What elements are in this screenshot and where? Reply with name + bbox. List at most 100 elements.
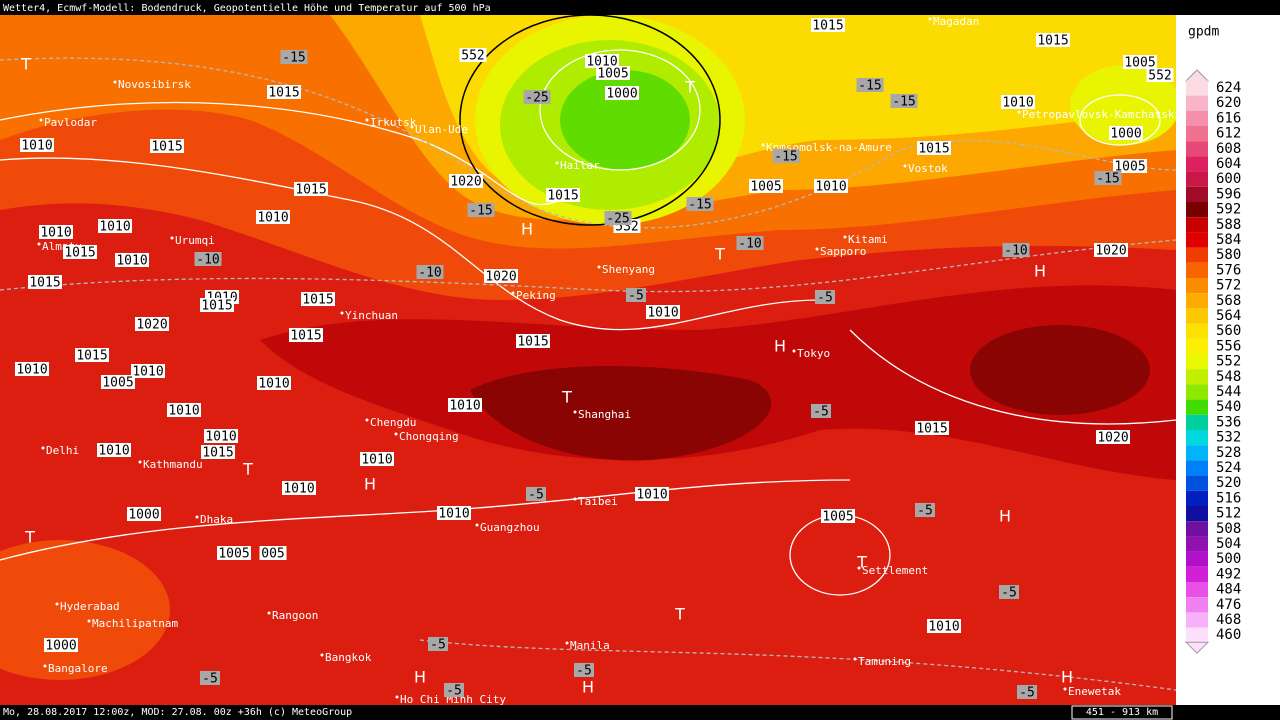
isobar-label: 1020	[1097, 431, 1128, 446]
city-dot	[395, 695, 399, 699]
city-label: Enewetak	[1068, 685, 1121, 698]
field-india	[0, 540, 170, 680]
city-dot	[195, 515, 199, 519]
legend-swatch	[1186, 156, 1208, 172]
isobar-label: 1010	[257, 211, 288, 226]
legend-level: 500	[1216, 551, 1241, 567]
isobar-label: 1010	[258, 377, 289, 392]
city-dot	[565, 641, 569, 645]
city-label: Guangzhou	[480, 521, 540, 534]
temperature-label: -5	[628, 289, 644, 304]
isobar-label: 1010	[99, 220, 130, 235]
pressure-center: H	[1034, 262, 1046, 281]
isobar-label-box	[484, 269, 518, 283]
isobar-label: 1015	[201, 299, 232, 314]
pressure-center: H	[364, 475, 376, 494]
pressure-center: T	[684, 78, 695, 97]
isobar-label-box	[75, 348, 109, 362]
temperature-label-box	[736, 236, 764, 250]
isobar-label: 1010	[586, 55, 617, 70]
isobar-label: 1010	[928, 620, 959, 635]
isobar-label-box	[927, 619, 961, 633]
isobar-label: 1005	[102, 376, 133, 391]
isobar-label-box	[1096, 430, 1130, 444]
temperature-label: -5	[1001, 586, 1017, 601]
legend-level: 568	[1216, 293, 1241, 309]
temperature-label-box	[890, 94, 918, 108]
city-label: Machilipatnam	[92, 617, 178, 630]
city-dot	[853, 657, 857, 661]
legend-swatch	[1186, 308, 1208, 324]
temperature-label-box	[200, 671, 220, 685]
legend-level: 608	[1216, 141, 1241, 157]
isobar-label: 552	[461, 49, 484, 64]
isobar-label-box	[44, 638, 78, 652]
legend-swatch	[1186, 536, 1208, 552]
isobar-label-box	[131, 364, 165, 378]
isobar-label-box	[1146, 68, 1174, 82]
isobar-label-box	[201, 445, 235, 459]
city-dot	[87, 619, 91, 623]
footer-bar	[0, 705, 1280, 720]
isobar-label-box	[150, 139, 184, 153]
isobar-label: 1005	[218, 547, 249, 562]
city-label: Tamuning	[858, 655, 911, 668]
legend: 6246206166126086046005965925885845805765…	[1184, 69, 1241, 654]
city-label: Taibei	[578, 495, 618, 508]
isobar-label-box	[28, 275, 62, 289]
temperature-label-box	[280, 50, 308, 64]
temperature-label: -15	[282, 51, 305, 66]
temperature-label: -25	[606, 212, 629, 227]
isobar-label: 1015	[547, 189, 578, 204]
isobar-label: 1015	[151, 140, 182, 155]
isobar-label-box	[301, 292, 335, 306]
city-dot	[903, 164, 907, 168]
pressure-center: T	[561, 388, 572, 407]
isobar-label-box	[204, 429, 238, 443]
isobar-label-box	[516, 334, 550, 348]
isobar-label: 1015	[918, 142, 949, 157]
legend-swatch	[1186, 475, 1208, 491]
pressure-center: T	[242, 460, 253, 479]
temperature-label: -5	[446, 684, 462, 699]
temperature-label: -5	[430, 638, 446, 653]
temperature-label-box	[416, 265, 444, 279]
city-dot	[365, 118, 369, 122]
isobar-label: 1015	[302, 293, 333, 308]
city-dot	[792, 349, 796, 353]
pressure-center: T	[674, 605, 685, 624]
city-dot	[573, 410, 577, 414]
isobar-label-box	[360, 452, 394, 466]
temperature-label: -10	[418, 266, 441, 281]
city-dot	[170, 236, 174, 240]
legend-swatch	[1186, 247, 1208, 263]
city-label: Rangoon	[272, 609, 318, 622]
legend-level: 468	[1216, 612, 1241, 628]
city-dot	[340, 311, 344, 315]
city-label: Manila	[570, 639, 610, 652]
isobar-label-box	[127, 507, 161, 521]
temperature-label: -15	[469, 204, 492, 219]
isobar-label: 1015	[29, 276, 60, 291]
pressure-center: T	[856, 553, 867, 572]
legend-level: 620	[1216, 95, 1241, 111]
isobar-label: 1010	[40, 226, 71, 241]
city-dot	[555, 161, 559, 165]
footer-scale: 451 - 913 km	[1086, 707, 1158, 718]
isobar-label: 1015	[76, 349, 107, 364]
city-dot	[113, 80, 117, 84]
temperature-label-box	[574, 663, 594, 677]
legend-level: 532	[1216, 430, 1241, 446]
pressure-center: H	[582, 678, 594, 697]
city-label: Kitami	[848, 233, 888, 246]
pressure-center: T	[20, 55, 31, 74]
isobar-label-box	[256, 210, 290, 224]
isobar-label: 1000	[45, 639, 76, 654]
city-dot	[857, 566, 861, 570]
pressure-center: H	[774, 337, 786, 356]
pressure-center: T	[714, 245, 725, 264]
legend-swatch	[1186, 490, 1208, 506]
legend-level: 588	[1216, 217, 1241, 233]
isobar-label: 1000	[606, 87, 637, 102]
city-dot	[928, 17, 932, 21]
